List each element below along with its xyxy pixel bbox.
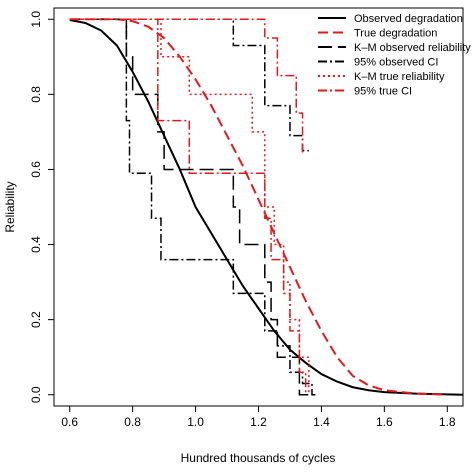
series-line-95-observed-ci xyxy=(69,18,319,396)
y-tick-label: 0.2 xyxy=(29,311,43,328)
x-tick-label: 1.0 xyxy=(187,415,204,429)
series-line-95-true-ci-upper xyxy=(69,18,304,155)
legend-label: K–M true reliability xyxy=(354,71,445,83)
x-tick-label: 0.8 xyxy=(124,415,141,429)
x-tick-label: 0.6 xyxy=(61,415,78,429)
y-tick-label: 0.0 xyxy=(29,386,43,403)
y-tick-label: 1.0 xyxy=(29,11,43,28)
legend-label: K–M observed reliability xyxy=(354,42,471,54)
x-axis: 0.6 0.8 1.0 1.2 1.4 1.6 1.8 xyxy=(61,406,456,429)
legend-label: 95% observed CI xyxy=(354,57,438,69)
y-tick-label: 0.8 xyxy=(29,86,43,103)
legend-label: True degradation xyxy=(354,28,437,40)
series-line-k-m-true-reliability xyxy=(69,18,310,395)
x-tick-label: 1.2 xyxy=(250,415,267,429)
series-line-k-m-observed-reliability xyxy=(69,18,316,396)
legend-label: 95% true CI xyxy=(354,86,412,98)
x-tick-label: 1.8 xyxy=(439,415,456,429)
series-line-true-degradation xyxy=(69,18,448,396)
y-axis-label: Reliability xyxy=(3,181,17,232)
series-line-95-true-ci xyxy=(69,18,307,395)
legend-label: Observed degradation xyxy=(354,13,463,25)
series-line-95-observed-ci-upper xyxy=(69,18,309,152)
y-tick-label: 0.4 xyxy=(29,236,43,253)
series-line-observed-degradation xyxy=(69,19,464,396)
series-layer xyxy=(69,18,464,396)
y-tick-label: 0.6 xyxy=(29,161,43,178)
y-axis: 0.0 0.2 0.4 0.6 0.8 1.0 xyxy=(29,11,54,403)
legend: Observed degradation True degradation K–M … xyxy=(318,13,471,98)
x-tick-label: 1.6 xyxy=(376,415,393,429)
x-tick-label: 1.4 xyxy=(313,415,330,429)
x-axis-label: Hundred thousands of cycles xyxy=(181,451,336,465)
